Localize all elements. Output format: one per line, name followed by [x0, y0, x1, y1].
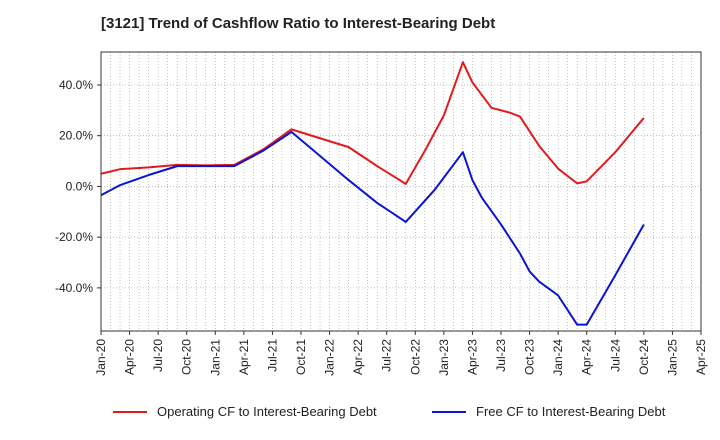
- x-tick-label: Jan-25: [665, 339, 679, 376]
- legend-item-operating: Operating CF to Interest-Bearing Debt: [113, 404, 377, 419]
- x-tick-label: Jul-21: [265, 339, 279, 372]
- axis-layer: -40.0% -20.0% 0.0% 20.0% 40.0% Jan-20 Apr-20 Ju…: [55, 51, 708, 376]
- x-tick-label: Oct-22: [408, 339, 422, 375]
- plot-frame: [100, 51, 702, 332]
- x-tick-label: Jul-23: [494, 339, 508, 372]
- x-tick-label: Apr-22: [351, 339, 365, 375]
- x-tick-label: Jul-20: [151, 339, 165, 372]
- x-tick-label: Apr-20: [123, 339, 137, 375]
- y-tick-label: 0.0%: [66, 179, 94, 193]
- x-tick-label: Jul-22: [380, 339, 394, 372]
- chart-title: [3121] Trend of Cashflow Ratio to Intere…: [101, 15, 496, 32]
- legend-swatch-free: [432, 410, 466, 413]
- x-tick-label: Oct-24: [637, 339, 651, 375]
- y-tick-label: -40.0%: [55, 281, 93, 295]
- y-tick-label: -20.0%: [55, 230, 93, 244]
- x-tick-label: Apr-25: [694, 339, 708, 375]
- x-tick-label: Oct-21: [294, 339, 308, 375]
- legend: Operating CF to Interest-Bearing Debt Fr…: [0, 404, 720, 426]
- x-tick-label: Jan-20: [94, 339, 108, 376]
- y-tick-label: 20.0%: [59, 129, 93, 143]
- x-tick-label: Jan-24: [551, 339, 565, 376]
- grid-layer: [100, 52, 702, 331]
- legend-label-free: Free CF to Interest-Bearing Debt: [476, 404, 666, 419]
- x-tick-label: Oct-23: [523, 339, 537, 375]
- legend-item-free: Free CF to Interest-Bearing Debt: [432, 404, 665, 419]
- x-tick-label: Apr-24: [580, 339, 594, 375]
- legend-swatch-operating: [113, 410, 147, 413]
- y-tick-label: 40.0%: [59, 78, 93, 92]
- series-line-free-cf: [100, 130, 645, 326]
- x-tick-label: Jan-21: [208, 339, 222, 376]
- x-tick-label: Jan-22: [323, 339, 337, 376]
- series-layer: [100, 61, 645, 326]
- x-tick-label: Apr-21: [237, 339, 251, 375]
- x-tick-label: Apr-23: [465, 339, 479, 375]
- legend-label-operating: Operating CF to Interest-Bearing Debt: [157, 404, 377, 419]
- x-tick-label: Jan-23: [437, 339, 451, 376]
- x-tick-label: Oct-20: [180, 339, 194, 375]
- x-tick-label: Jul-24: [608, 339, 622, 372]
